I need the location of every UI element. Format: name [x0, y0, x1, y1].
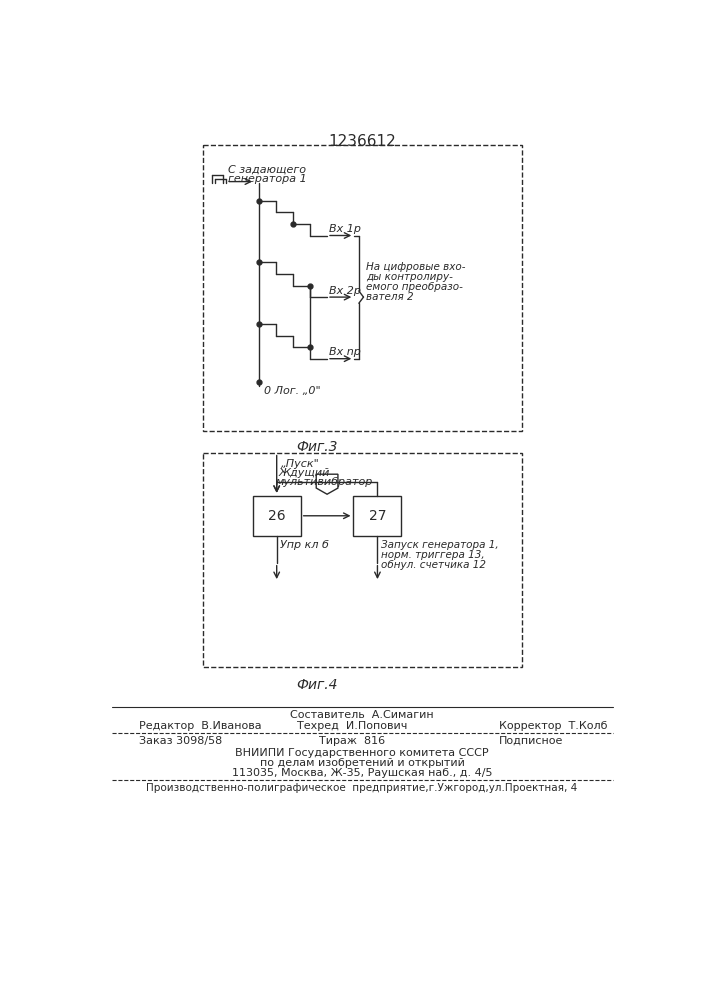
Text: На цифровые вхо-: На цифровые вхо- [366, 262, 465, 272]
Text: 26: 26 [268, 509, 286, 523]
Text: Производственно-полиграфическое  предприятие,г.Ужгород,ул.Проектная, 4: Производственно-полиграфическое предприя… [146, 783, 578, 793]
Text: „Пуск": „Пуск" [281, 459, 320, 469]
Text: 113035, Москва, Ж-35, Раушская наб., д. 4/5: 113035, Москва, Ж-35, Раушская наб., д. … [232, 768, 492, 778]
Bar [203, 453, 522, 667]
Bar [354, 496, 402, 536]
Text: Вх nр: Вх nр [329, 347, 361, 357]
Text: Тираж  816: Тираж 816 [319, 736, 385, 746]
Text: Упр кл б: Упр кл б [280, 540, 329, 550]
Text: по делам изобретений и открытий: по делам изобретений и открытий [259, 758, 464, 768]
Text: Запуск генератора 1,: Запуск генератора 1, [380, 540, 498, 550]
Text: Техред  И.Попович: Техред И.Попович [297, 721, 407, 731]
Text: мультивибратор: мультивибратор [275, 477, 373, 487]
Text: Заказ 3098/58: Заказ 3098/58 [139, 736, 222, 746]
Text: 27: 27 [368, 509, 386, 523]
Text: Вх 2р: Вх 2р [329, 286, 361, 296]
Text: Редактор  В.Иванова: Редактор В.Иванова [139, 721, 262, 731]
Text: 0 Лог. „0": 0 Лог. „0" [264, 386, 320, 396]
Text: емого преобразо-: емого преобразо- [366, 282, 462, 292]
Text: Фиг.3: Фиг.3 [296, 440, 338, 454]
Text: Вх 1р: Вх 1р [329, 224, 361, 234]
Text: ВНИИПИ Государственного комитета СССР: ВНИИПИ Государственного комитета СССР [235, 748, 489, 758]
Bar [252, 496, 300, 536]
Text: обнул. счетчика 12: обнул. счетчика 12 [380, 560, 486, 570]
Text: Составитель  А.Симагин: Составитель А.Симагин [290, 710, 434, 720]
Text: норм. триггера 13,: норм. триггера 13, [380, 550, 484, 560]
Text: 1236612: 1236612 [328, 134, 396, 149]
Text: Ждущий: Ждущий [279, 468, 330, 478]
Text: Фиг.4: Фиг.4 [296, 678, 338, 692]
Text: ды контролиру-: ды контролиру- [366, 272, 452, 282]
Text: вателя 2: вателя 2 [366, 292, 414, 302]
Text: Подписное: Подписное [499, 736, 563, 746]
Text: Корректор  Т.Колб: Корректор Т.Колб [499, 721, 607, 731]
Bar [203, 145, 522, 431]
Text: С задающего: С задающего [228, 165, 306, 175]
Text: генератора 1: генератора 1 [228, 174, 307, 184]
